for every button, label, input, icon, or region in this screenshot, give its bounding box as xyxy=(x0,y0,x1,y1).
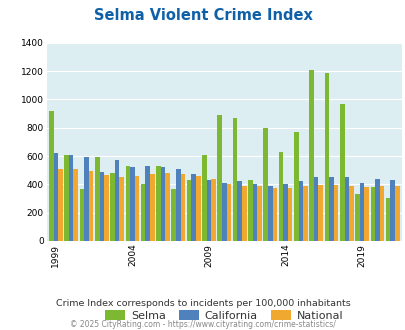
Bar xyxy=(125,166,130,241)
Bar xyxy=(237,182,241,241)
Bar xyxy=(79,188,84,241)
Bar xyxy=(333,185,337,241)
Text: Selma Violent Crime Index: Selma Violent Crime Index xyxy=(93,8,312,23)
Bar xyxy=(217,115,222,241)
Bar xyxy=(73,169,78,241)
Bar xyxy=(115,160,119,241)
Bar xyxy=(95,157,99,241)
Bar xyxy=(53,152,58,241)
Bar xyxy=(303,186,307,241)
Bar xyxy=(267,186,272,241)
Bar xyxy=(354,194,359,241)
Bar xyxy=(283,184,287,241)
Bar xyxy=(49,111,53,241)
Bar xyxy=(150,175,154,241)
Bar xyxy=(191,175,196,241)
Bar xyxy=(171,188,176,241)
Bar xyxy=(379,186,384,241)
Bar xyxy=(119,177,124,241)
Bar xyxy=(272,188,277,241)
Bar xyxy=(58,170,63,241)
Bar xyxy=(309,70,313,241)
Bar xyxy=(257,186,261,241)
Bar xyxy=(324,73,328,241)
Bar xyxy=(385,198,390,241)
Bar xyxy=(359,183,364,241)
Bar xyxy=(110,173,115,241)
Bar xyxy=(165,173,170,241)
Bar xyxy=(211,179,215,241)
Bar xyxy=(104,175,109,241)
Bar xyxy=(374,179,379,241)
Bar xyxy=(99,172,104,241)
Bar xyxy=(344,177,348,241)
Bar xyxy=(232,118,237,241)
Bar xyxy=(313,177,318,241)
Bar xyxy=(252,184,257,241)
Bar xyxy=(206,180,211,241)
Bar xyxy=(196,176,200,241)
Bar xyxy=(134,176,139,241)
Bar xyxy=(278,152,283,241)
Bar xyxy=(241,186,246,241)
Bar xyxy=(287,188,292,241)
Bar xyxy=(64,155,69,241)
Bar xyxy=(69,155,73,241)
Bar xyxy=(222,183,226,241)
Bar xyxy=(364,187,368,241)
Bar xyxy=(293,132,298,241)
Bar xyxy=(130,167,134,241)
Bar xyxy=(84,157,89,241)
Text: Crime Index corresponds to incidents per 100,000 inhabitants: Crime Index corresponds to incidents per… xyxy=(55,299,350,308)
Bar xyxy=(298,182,303,241)
Legend: Selma, California, National: Selma, California, National xyxy=(101,306,347,325)
Bar xyxy=(390,180,394,241)
Bar xyxy=(348,186,353,241)
Bar xyxy=(328,177,333,241)
Bar xyxy=(339,104,344,241)
Bar xyxy=(186,180,191,241)
Bar xyxy=(176,169,180,241)
Text: © 2025 CityRating.com - https://www.cityrating.com/crime-statistics/: © 2025 CityRating.com - https://www.city… xyxy=(70,320,335,329)
Bar xyxy=(156,166,160,241)
Bar xyxy=(318,185,322,241)
Bar xyxy=(263,128,267,241)
Bar xyxy=(145,166,150,241)
Bar xyxy=(180,175,185,241)
Bar xyxy=(141,184,145,241)
Bar xyxy=(247,180,252,241)
Bar xyxy=(226,184,230,241)
Bar xyxy=(89,171,93,241)
Bar xyxy=(202,155,206,241)
Bar xyxy=(160,167,165,241)
Bar xyxy=(370,187,374,241)
Bar xyxy=(394,186,399,241)
